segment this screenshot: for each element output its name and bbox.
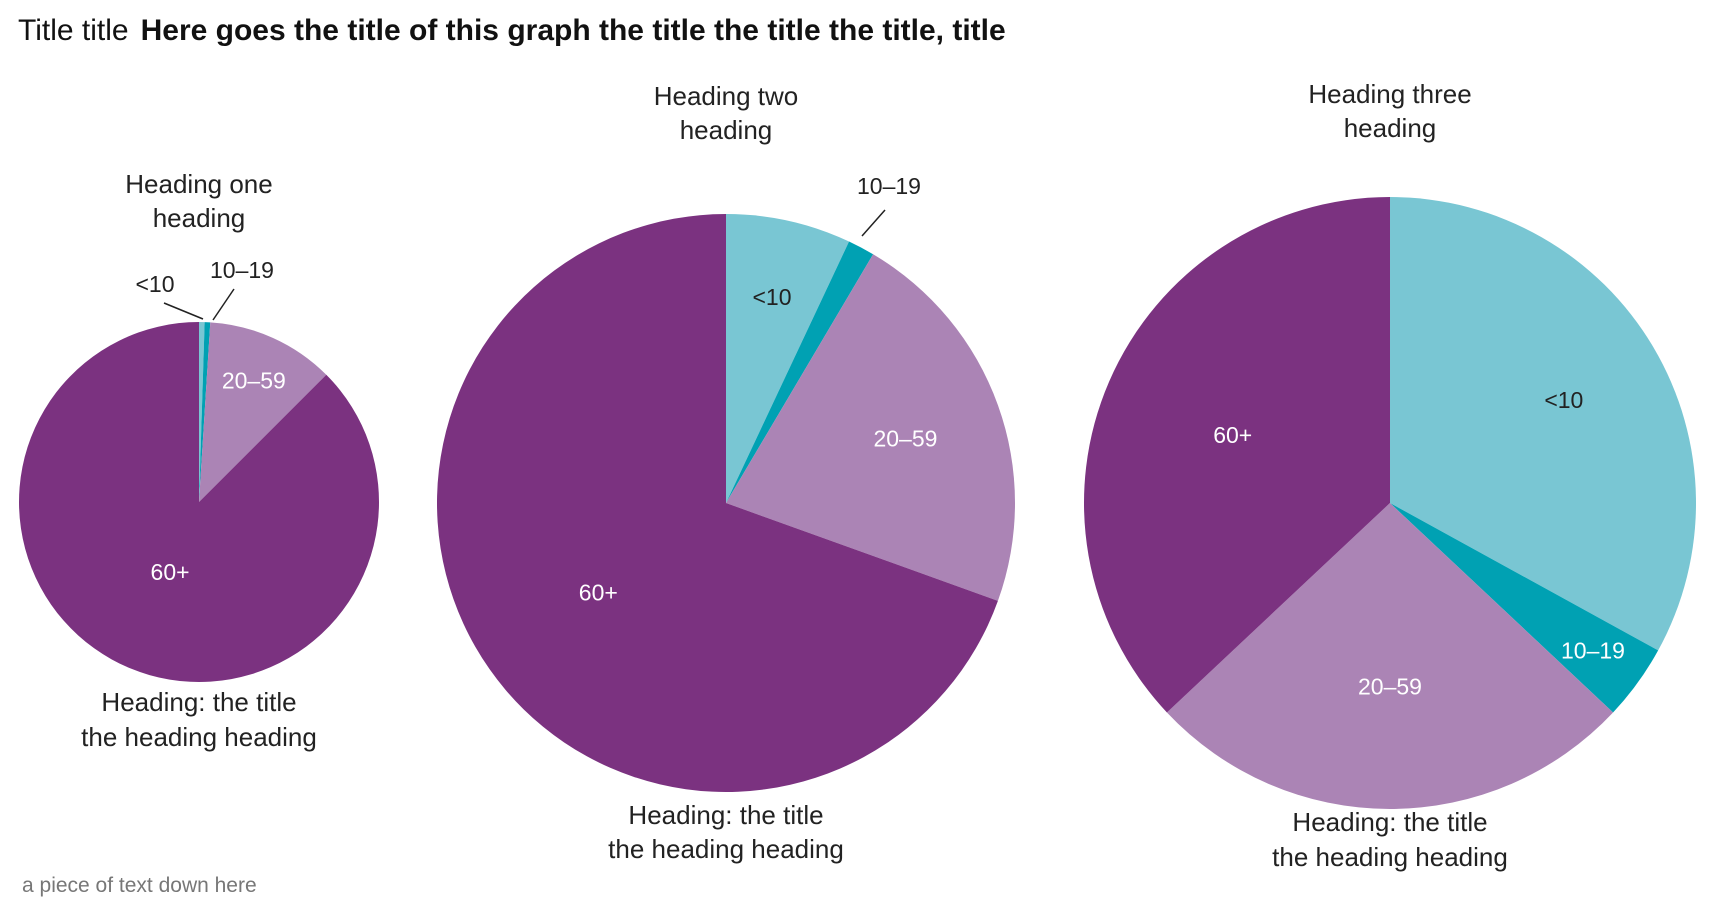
title-main: Here goes the title of this graph the ti… — [140, 14, 1006, 47]
pie-1-label-1: <10 — [135, 271, 174, 297]
pie-3-heading-line-2: heading — [1344, 113, 1437, 143]
pie-3-label-1: <10 — [1544, 387, 1583, 413]
pie-2-label-2: 10–19 — [857, 173, 921, 199]
pie-1-heading-line-1: Heading one — [125, 169, 272, 199]
pie-2-slice-1 — [726, 214, 850, 503]
pie-2-callout-line-2 — [861, 209, 886, 237]
pie-1-slice-4 — [19, 322, 380, 683]
pie-2-subheading-line-2: the heading heading — [608, 834, 844, 864]
footnote: a piece of text down here — [22, 874, 257, 897]
title-prefix: Title title — [18, 14, 129, 47]
pie-3-slice-2 — [1390, 503, 1659, 713]
pie-3-subheading-line-1: Heading: the title — [1292, 807, 1487, 837]
pie-2-label-1: <10 — [753, 284, 792, 310]
pie-3-heading-line-1: Heading three — [1308, 79, 1471, 109]
pie-1-callout-line-1 — [163, 302, 204, 320]
pie-2-slice-2 — [726, 241, 874, 503]
pie-1-label-2: 10–19 — [210, 257, 274, 283]
pie-2-label-3: 20–59 — [873, 425, 937, 451]
pie-1-subheading-line-1: Heading: the title — [101, 687, 296, 717]
pie-2-label-4: 60+ — [579, 580, 618, 606]
pie-1-callout-line-2 — [212, 288, 235, 321]
pie-3-subheading-line-2: the heading heading — [1272, 842, 1508, 872]
pie-1-heading-line-2: heading — [153, 203, 246, 233]
pie-3-label-2: 10–19 — [1561, 637, 1625, 663]
chart-title: Title title Here goes the title of this g… — [18, 14, 1006, 48]
pie-1-label-3: 20–59 — [222, 368, 286, 394]
pie-3-slice-4 — [1083, 197, 1390, 713]
pie-2-slice-4 — [437, 214, 998, 793]
pie-3-slice-1 — [1390, 197, 1697, 651]
pie-2-heading-line-1: Heading two — [654, 81, 799, 111]
pie-1-label-4: 60+ — [151, 559, 190, 585]
pie-1-slice-2 — [199, 322, 211, 502]
pie-3-label-4: 60+ — [1213, 422, 1252, 448]
pie-3-slice-3 — [1166, 503, 1614, 810]
pie-2-slice-3 — [726, 254, 1016, 601]
pie-3-label-3: 20–59 — [1358, 674, 1422, 700]
pie-1-slice-1 — [199, 322, 205, 502]
pie-2-subheading-line-1: Heading: the title — [628, 800, 823, 830]
pie-1-subheading-line-2: the heading heading — [81, 722, 317, 752]
pie-1-slice-3 — [199, 322, 327, 502]
pie-2-heading-line-2: heading — [680, 115, 773, 145]
